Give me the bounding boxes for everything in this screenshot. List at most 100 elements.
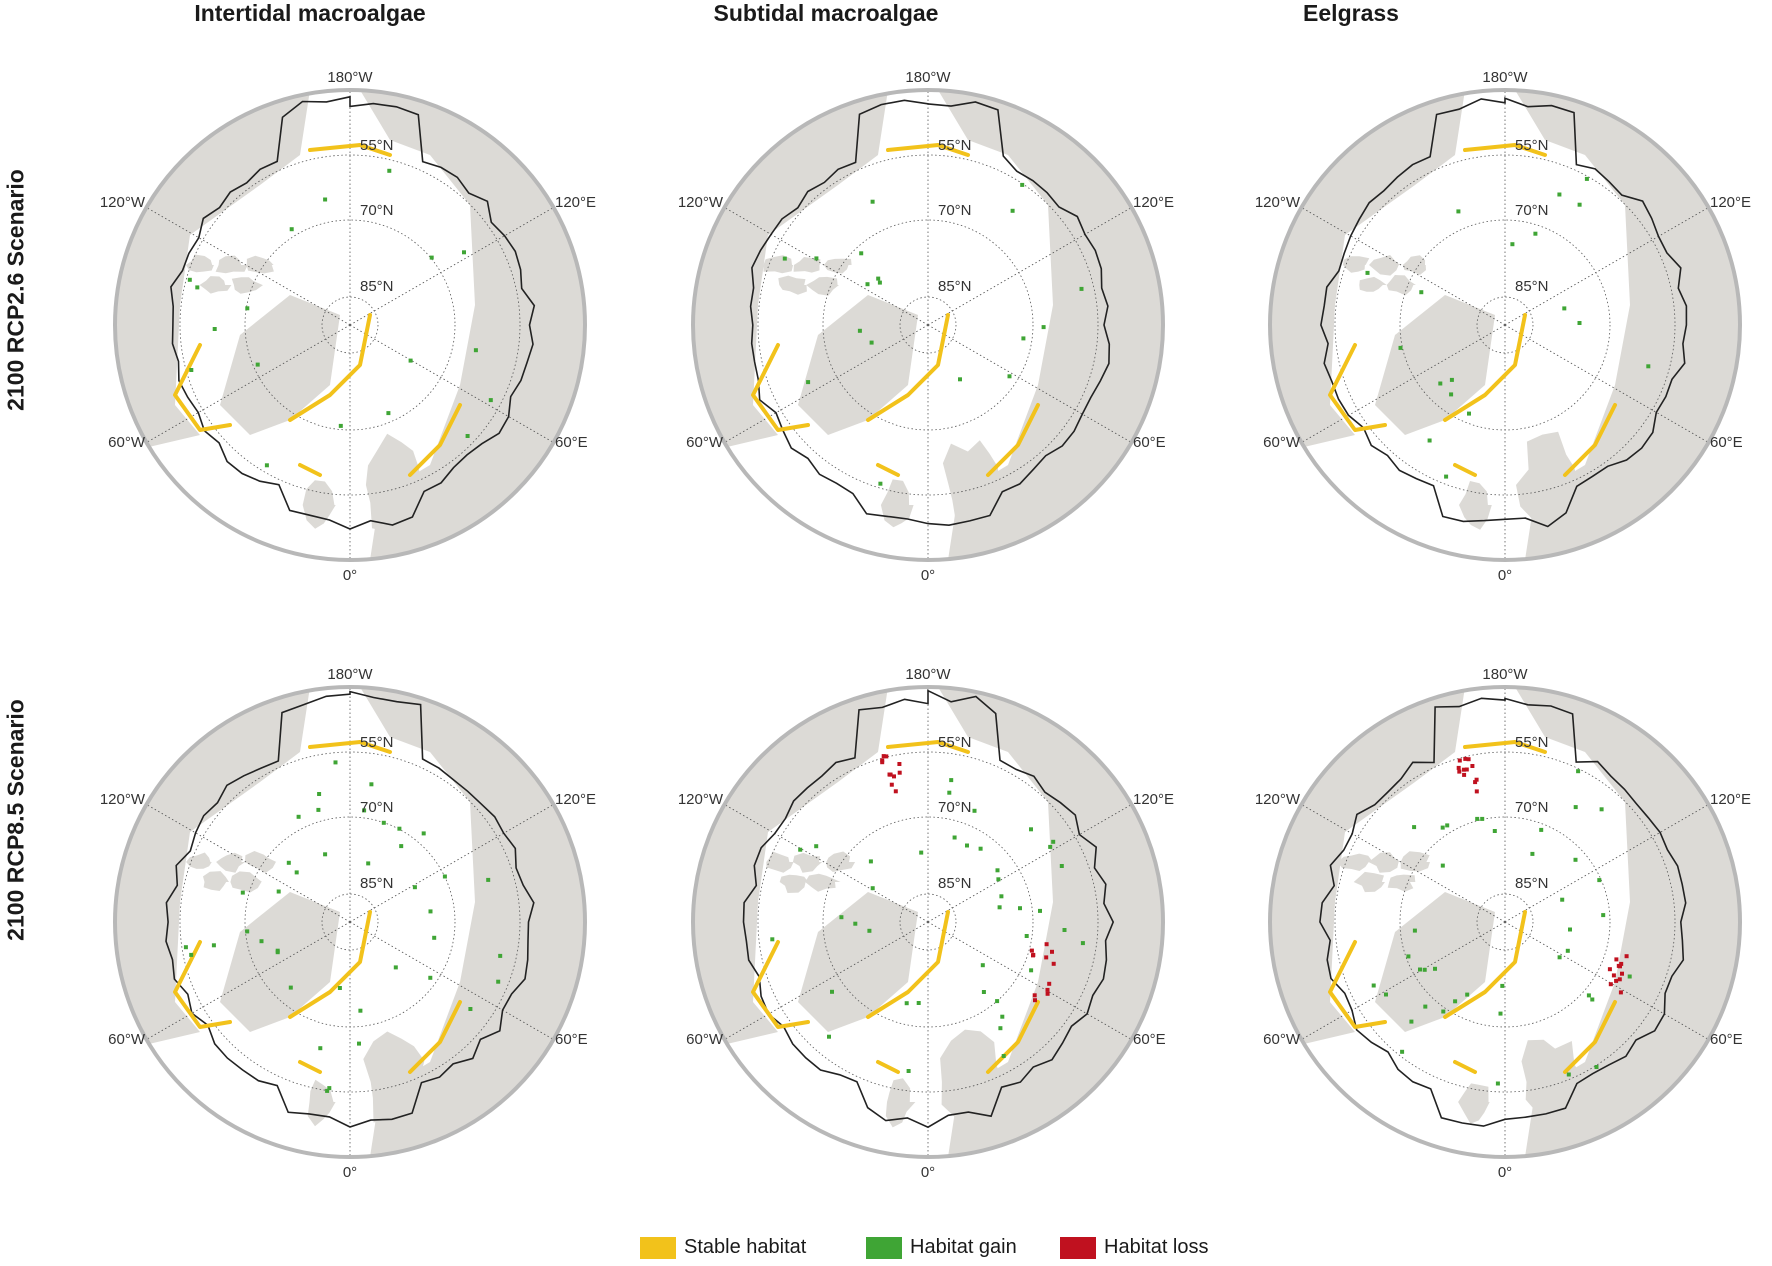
stable-habitat-segment: [173, 940, 232, 1029]
habitat-gain-cell: [1412, 825, 1417, 830]
habitat-gain-cell: [442, 874, 447, 879]
label-60w: 60°W: [686, 434, 724, 451]
habitat-loss-cell: [1047, 981, 1052, 986]
habitat-loss-cell: [1461, 767, 1466, 772]
habitat-loss-cell: [1044, 955, 1049, 960]
habitat-gain-cell: [965, 843, 969, 848]
legend-swatch-stable: [640, 1236, 676, 1259]
habitat-loss-cell: [1624, 954, 1629, 959]
habitat-gain-cell: [814, 844, 819, 849]
habitat-gain-cell: [288, 985, 293, 990]
habitat-gain-cell: [211, 943, 216, 948]
habitat-loss-cell: [1045, 987, 1050, 992]
habitat-gain-cell: [294, 870, 299, 875]
habitat-gain-cell: [1029, 827, 1033, 832]
stable-habitat-segment: [1453, 1060, 1477, 1074]
habitat-gain-cell: [1422, 967, 1427, 972]
graticule: [1301, 687, 1709, 1157]
polar-map-5: 180°W 120°W 120°E 60°W 60°E 0° 55°N 70°N 85°N: [1255, 666, 1751, 1181]
habitat-gain-cell: [995, 868, 1000, 873]
habitat-gain-cell: [412, 885, 417, 890]
habitat-gain-cell: [1599, 807, 1604, 812]
habitat-gain-cell: [1594, 1065, 1599, 1069]
label-60w: 60°W: [1263, 1031, 1301, 1048]
label-180w: 180°W: [327, 666, 373, 683]
label-180w: 180°W: [327, 69, 373, 86]
label-55n: 55°N: [938, 137, 972, 154]
habitat-loss-cell: [1473, 780, 1478, 785]
habitat-gain-cell: [1492, 829, 1497, 833]
habitat-loss-cell: [1464, 767, 1469, 772]
label-70n: 70°N: [360, 799, 394, 816]
habitat-loss-cell: [1614, 978, 1619, 983]
label-55n: 55°N: [938, 734, 972, 751]
habitat-gain-cell: [853, 921, 858, 926]
habitat-gain-cell: [1438, 381, 1443, 386]
label-120e: 120°E: [1133, 194, 1174, 211]
habitat-gain-cell: [486, 877, 491, 882]
label-55n: 55°N: [360, 734, 394, 751]
label-180w: 180°W: [1482, 666, 1528, 683]
label-60w: 60°W: [108, 434, 146, 451]
habitat-gain-cell: [1560, 897, 1565, 902]
habitat-gain-cell: [865, 282, 870, 287]
label-70n: 70°N: [1515, 799, 1549, 816]
habitat-gain-cell: [868, 859, 873, 864]
habitat-gain-cell: [1562, 306, 1567, 311]
habitat-loss-cell: [1619, 961, 1624, 966]
habitat-loss-cell: [1050, 949, 1054, 954]
legend-item-stable: Stable habitat: [640, 1236, 806, 1259]
label-60w: 60°W: [1263, 434, 1301, 451]
graticule: [146, 90, 554, 560]
habitat-gain-cell: [1480, 816, 1485, 821]
habitat-gain-cell: [393, 965, 398, 970]
label-85n: 85°N: [938, 875, 972, 892]
habitat-gain-cell: [183, 945, 188, 950]
polar-map-1: 180°W 120°W 120°E 60°W 60°E 0° 55°N 70°N 85°N: [678, 69, 1174, 584]
habitat-gain-cell: [1441, 1009, 1446, 1014]
habitat-loss-cell: [1457, 758, 1462, 763]
habitat-gain-cell: [1406, 954, 1411, 959]
habitat-gain-cell: [958, 377, 962, 382]
habitat-gain-cell: [1498, 1011, 1503, 1016]
habitat-gain-cell: [1440, 825, 1445, 830]
habitat-gain-cell: [255, 362, 260, 367]
habitat-gain-cell: [317, 792, 322, 796]
stable-habitat-segment: [308, 740, 392, 754]
stable-habitat-segment: [866, 313, 950, 422]
habitat-gain-cell: [1568, 927, 1572, 932]
habitat-gain-cell: [978, 846, 983, 851]
habitat-gain-cell: [1565, 948, 1570, 953]
stable-habitat-segment: [1443, 313, 1527, 422]
legend: Stable habitat Habitat gain Habitat loss: [0, 1234, 1772, 1266]
habitat-gain-cell: [1048, 844, 1053, 849]
habitat-gain-cell: [1576, 769, 1581, 774]
label-120w: 120°W: [678, 791, 724, 808]
model-boundary: [1319, 697, 1687, 1127]
habitat-gain-cell: [465, 434, 470, 438]
habitat-gain-cell: [1449, 392, 1454, 397]
habitat-gain-cell: [1601, 913, 1606, 918]
label-120w: 120°W: [100, 194, 146, 211]
habitat-gain-cell: [362, 808, 367, 813]
habitat-gain-cell: [1007, 374, 1012, 379]
habitat-gain-cell: [408, 358, 413, 363]
label-120e: 120°E: [1710, 194, 1751, 211]
habitat-gain-cell: [1080, 941, 1085, 946]
habitat-gain-cell: [1059, 864, 1064, 868]
label-55n: 55°N: [1515, 734, 1549, 751]
column-title-eelgrass: Eelgrass: [1303, 0, 1399, 26]
stable-habitat-segment: [1563, 1000, 1617, 1074]
habitat-gain-cell: [473, 348, 478, 353]
habitat-gain-cell: [782, 256, 787, 261]
label-85n: 85°N: [1515, 278, 1549, 295]
habitat-gain-cell: [1586, 993, 1591, 998]
stable-habitat-segment: [298, 1060, 322, 1074]
habitat-gain-cell: [996, 877, 1001, 882]
habitat-gain-cell: [1646, 364, 1651, 369]
habitat-gain-cell: [1495, 1081, 1500, 1086]
habitat-gain-cell: [1453, 999, 1458, 1004]
column-title-intertidal: Intertidal macroalgae: [194, 0, 426, 26]
habitat-gain-cell: [1371, 983, 1376, 988]
stable-habitat-segment: [308, 143, 392, 157]
